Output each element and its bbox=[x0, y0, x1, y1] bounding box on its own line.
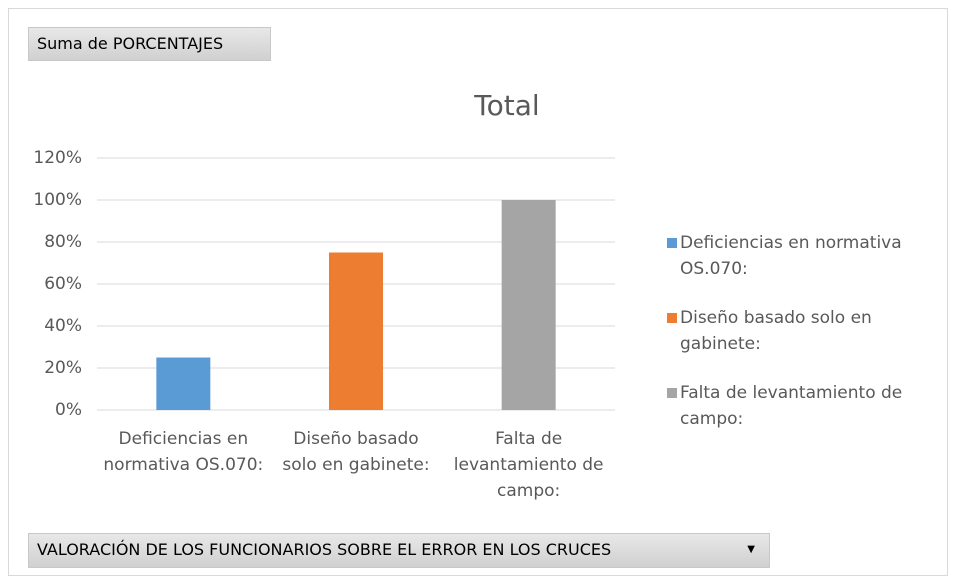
dropdown-arrow[interactable]: ▼ bbox=[747, 544, 755, 555]
legend-label: Deficiencias en normativa OS.070: bbox=[680, 233, 902, 279]
y-tick-label: 20% bbox=[44, 358, 82, 378]
y-tick-label: 100% bbox=[33, 190, 82, 210]
y-tick-label: 80% bbox=[44, 232, 82, 252]
axis-field-button[interactable]: VALORACIÓN DE LOS FUNCIONARIOS SOBRE EL … bbox=[28, 533, 770, 568]
legend-swatch bbox=[667, 313, 677, 323]
legend-label: Diseño basado solo en gabinete: bbox=[680, 308, 872, 354]
bar bbox=[329, 252, 383, 410]
x-tick-label: Diseño basado solo en gabinete: bbox=[282, 429, 430, 475]
y-tick-label: 120% bbox=[33, 148, 82, 168]
axis-field-label: VALORACIÓN DE LOS FUNCIONARIOS SOBRE EL … bbox=[37, 540, 612, 559]
legend-swatch bbox=[667, 388, 677, 398]
chart-frame bbox=[8, 8, 948, 576]
bar bbox=[501, 200, 556, 410]
x-tick-label: Falta de levantamiento de campo: bbox=[453, 429, 604, 501]
bar bbox=[156, 357, 211, 410]
legend-swatch bbox=[667, 238, 677, 248]
x-tick-label: Deficiencias en normativa OS.070: bbox=[103, 429, 264, 475]
y-tick-label: 40% bbox=[44, 316, 82, 336]
value-field-button[interactable]: Suma de PORCENTAJES bbox=[28, 27, 271, 61]
y-tick-label: 0% bbox=[55, 400, 82, 420]
y-tick-label: 60% bbox=[44, 274, 82, 294]
chart-title: Total bbox=[474, 89, 540, 122]
legend-label: Falta de levantamiento de campo: bbox=[680, 383, 903, 429]
